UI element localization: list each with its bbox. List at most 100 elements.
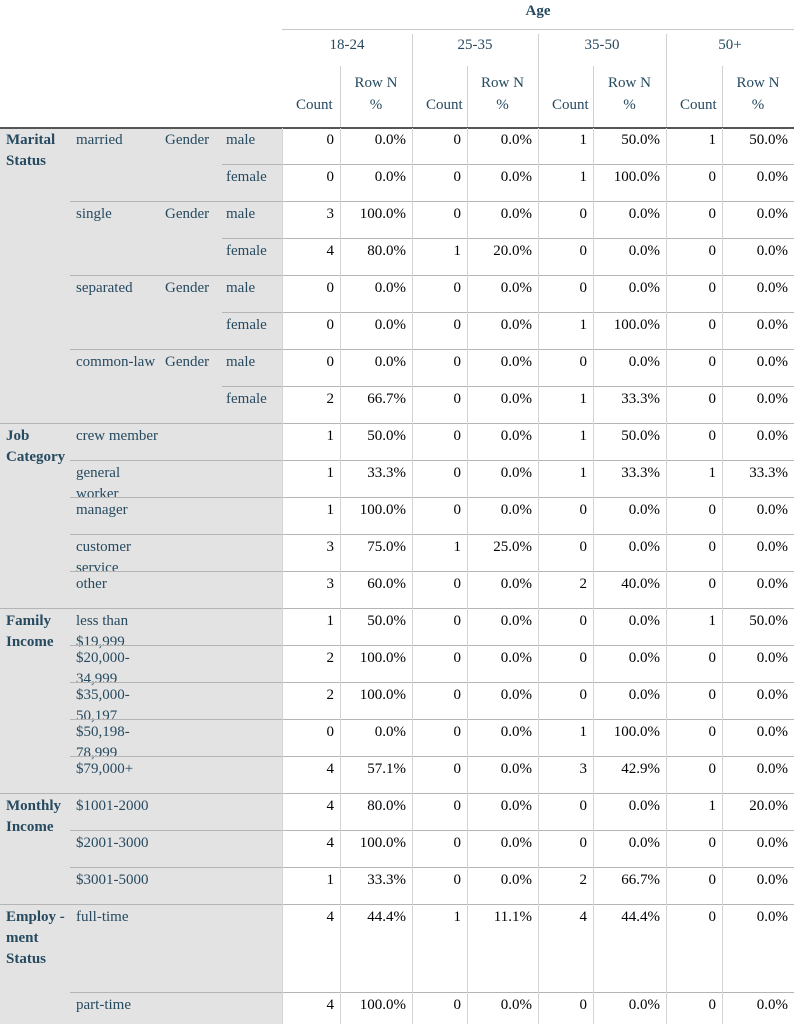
cell: 0 <box>453 465 462 481</box>
cell: 1 <box>453 539 462 555</box>
cell: 0 <box>579 798 588 814</box>
cell: 0.0% <box>756 761 788 777</box>
row-rule <box>0 904 794 905</box>
column-divider <box>340 128 341 1024</box>
cell: 2 <box>326 687 335 703</box>
section-label: Monthly Income <box>6 798 62 835</box>
cell: 0.0% <box>374 169 406 185</box>
sub-label: Gender <box>165 354 210 370</box>
column-divider <box>538 128 539 1024</box>
cell: 1 <box>708 798 717 814</box>
cell: 0.0% <box>500 428 532 444</box>
cell: 0.0% <box>756 391 788 407</box>
cell: 0 <box>453 206 462 222</box>
item-label: full-time <box>76 909 129 925</box>
item-label: manager <box>76 502 128 518</box>
row-label: male <box>226 132 256 148</box>
cell: 33.3% <box>367 465 406 481</box>
item-label: $3001-5000 <box>76 872 149 888</box>
cell: 1 <box>326 502 335 518</box>
cell: 42.9% <box>621 761 660 777</box>
cell: 0 <box>453 872 462 888</box>
column-header: Row N % <box>354 75 398 113</box>
row-label: female <box>226 317 267 333</box>
cell: 4 <box>326 835 335 851</box>
item-label: $79,000+ <box>76 761 134 777</box>
cell: 50.0% <box>621 428 660 444</box>
cell: 100.0% <box>359 835 406 851</box>
cell: 0.0% <box>374 724 406 740</box>
column-header: Count <box>426 97 463 113</box>
subcolumn-divider <box>722 66 723 128</box>
item-label: $35,000-50,197 <box>76 687 130 724</box>
cell: 4 <box>579 909 588 925</box>
cell: 0 <box>708 539 717 555</box>
cell: 1 <box>579 169 588 185</box>
item-label: $1001-2000 <box>76 798 149 814</box>
cell: 2 <box>579 576 588 592</box>
item-label: single <box>76 206 112 222</box>
cell: 20.0% <box>493 243 532 259</box>
cell: 0 <box>453 132 462 148</box>
cell: 1 <box>579 428 588 444</box>
cell: 0.0% <box>628 650 660 666</box>
cell: 1 <box>453 243 462 259</box>
cell: 0.0% <box>756 576 788 592</box>
cell: 0.0% <box>628 206 660 222</box>
cell: 44.4% <box>367 909 406 925</box>
cell: 0 <box>579 997 588 1013</box>
row-rule <box>70 756 794 757</box>
cell: 0.0% <box>500 280 532 296</box>
row-label: male <box>226 280 256 296</box>
cell: 0.0% <box>500 997 532 1013</box>
column-header: Count <box>680 97 717 113</box>
cell: 0 <box>708 428 717 444</box>
cell: 50.0% <box>367 613 406 629</box>
cell: 1 <box>708 613 717 629</box>
subcolumn-divider <box>467 66 468 128</box>
subcolumn-divider <box>593 66 594 128</box>
item-label: crew member <box>76 428 159 444</box>
cell: 4 <box>326 243 335 259</box>
cell: 75.0% <box>367 539 406 555</box>
cell: 0.0% <box>756 539 788 555</box>
cell: 1 <box>326 613 335 629</box>
cell: 0 <box>453 724 462 740</box>
cell: 0 <box>579 206 588 222</box>
cell: 4 <box>326 997 335 1013</box>
cell: 0.0% <box>500 354 532 370</box>
cell: 0.0% <box>500 798 532 814</box>
cell: 1 <box>708 132 717 148</box>
cell: 0.0% <box>500 391 532 407</box>
cell: 0.0% <box>500 761 532 777</box>
row-rule <box>70 719 794 720</box>
cell: 33.3% <box>367 872 406 888</box>
row-rule <box>70 992 794 993</box>
cell: 0 <box>579 687 588 703</box>
row-rule <box>70 534 794 535</box>
cell: 33.3% <box>621 391 660 407</box>
cell: 0 <box>579 243 588 259</box>
cell: 2 <box>326 650 335 666</box>
cell: 100.0% <box>359 997 406 1013</box>
cell: 0 <box>579 502 588 518</box>
cell: 0.0% <box>500 687 532 703</box>
cell: 0.0% <box>500 317 532 333</box>
group-divider <box>666 34 667 128</box>
column-header: Row N % <box>481 75 524 113</box>
cell: 0 <box>326 132 335 148</box>
cell: 1 <box>326 428 335 444</box>
cell: 0.0% <box>374 132 406 148</box>
cell: 0.0% <box>500 872 532 888</box>
cell: 0.0% <box>500 835 532 851</box>
cell: 2 <box>326 391 335 407</box>
row-rule <box>70 682 794 683</box>
row-rule <box>70 645 794 646</box>
table-title: Age <box>525 3 551 19</box>
cell: 50.0% <box>367 428 406 444</box>
cell: 0 <box>453 169 462 185</box>
cell: 2 <box>579 872 588 888</box>
group-divider <box>412 34 413 128</box>
cell: 44.4% <box>621 909 660 925</box>
column-divider <box>412 128 413 1024</box>
